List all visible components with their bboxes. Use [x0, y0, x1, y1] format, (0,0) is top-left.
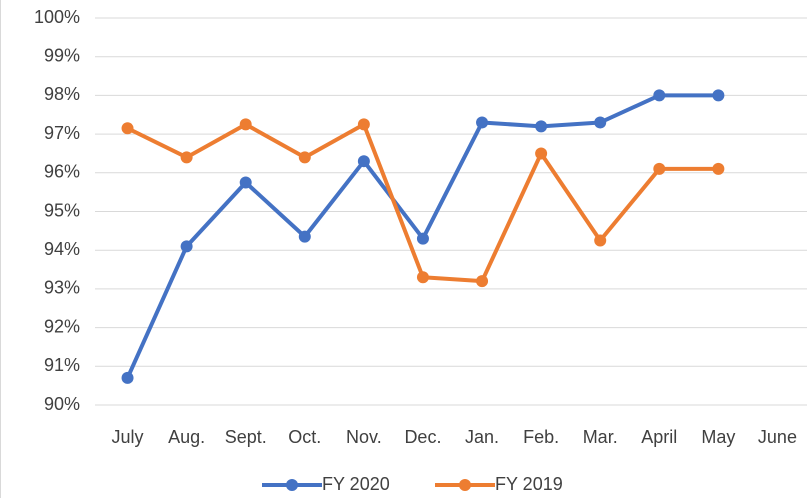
x-tick-label: May	[701, 427, 735, 447]
data-point	[298, 230, 311, 243]
x-tick-label: Nov.	[346, 427, 382, 447]
data-point	[594, 234, 607, 247]
data-point	[357, 155, 370, 168]
y-tick-label: 95%	[44, 200, 80, 220]
data-point	[653, 162, 666, 175]
y-tick-label: 93%	[44, 278, 80, 298]
x-tick-label: Jan.	[465, 427, 499, 447]
data-point	[416, 232, 429, 245]
data-point	[653, 89, 666, 102]
data-point	[594, 116, 607, 129]
x-tick-label: April	[641, 427, 677, 447]
y-tick-label: 98%	[44, 84, 80, 104]
x-tick-label: Mar.	[583, 427, 618, 447]
data-point	[476, 116, 489, 129]
y-tick-label: 96%	[44, 162, 80, 182]
legend-label: FY 2019	[495, 474, 563, 494]
y-tick-label: 90%	[44, 394, 80, 414]
data-point	[239, 118, 252, 131]
x-tick-label: Oct.	[288, 427, 321, 447]
x-tick-label: July	[112, 427, 144, 447]
x-tick-label: Aug.	[168, 427, 205, 447]
y-tick-label: 92%	[44, 316, 80, 336]
y-tick-label: 91%	[44, 355, 80, 375]
data-point	[535, 147, 548, 160]
legend-label: FY 2020	[322, 474, 390, 494]
data-point	[298, 151, 311, 164]
x-tick-label: Sept.	[225, 427, 267, 447]
data-point	[712, 162, 725, 175]
data-point	[476, 275, 489, 288]
y-tick-label: 94%	[44, 239, 80, 259]
x-tick-label: June	[758, 427, 797, 447]
x-tick-label: Feb.	[523, 427, 559, 447]
legend-marker	[459, 479, 471, 491]
data-point	[712, 89, 725, 102]
data-point	[180, 151, 193, 164]
x-tick-label: Dec.	[404, 427, 441, 447]
y-tick-label: 99%	[44, 45, 80, 65]
data-point	[121, 371, 134, 384]
data-point	[357, 118, 370, 131]
legend-marker	[286, 479, 298, 491]
y-tick-label: 100%	[34, 7, 80, 27]
data-point	[180, 240, 193, 253]
y-tick-label: 97%	[44, 123, 80, 143]
data-point	[416, 271, 429, 284]
data-point	[535, 120, 548, 133]
data-point	[239, 176, 252, 189]
data-point	[121, 122, 134, 135]
